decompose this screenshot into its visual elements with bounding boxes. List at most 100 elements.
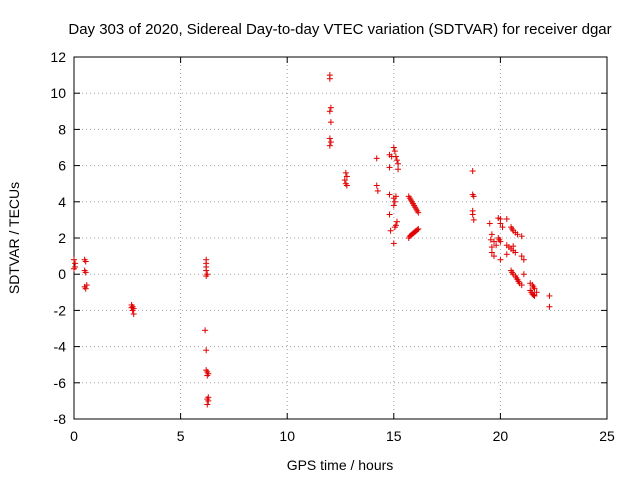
data-point (202, 327, 209, 334)
data-point (518, 253, 525, 260)
data-point (390, 240, 397, 247)
data-point (533, 289, 540, 296)
data-point (205, 397, 212, 404)
y-tick-label: 2 (58, 230, 66, 246)
data-point (374, 187, 381, 194)
data-point (546, 303, 553, 310)
data-point (520, 256, 527, 263)
data-point (497, 256, 504, 263)
data-point (391, 198, 398, 205)
data-point (488, 249, 495, 256)
data-point (341, 177, 348, 184)
data-point (82, 285, 89, 292)
data-point (326, 108, 333, 115)
data-points (71, 72, 553, 408)
data-point (203, 347, 210, 354)
y-tick-label: 4 (58, 194, 66, 210)
data-point (499, 224, 506, 231)
data-point (386, 191, 393, 198)
y-tick-label: -8 (54, 411, 67, 427)
data-point (518, 282, 525, 289)
data-point (392, 153, 399, 160)
x-axis-ticks: 0 5 10 15 20 25 (70, 57, 615, 444)
data-point (342, 169, 349, 176)
data-point (130, 311, 137, 318)
data-point (343, 182, 350, 189)
data-point (373, 182, 380, 189)
data-point (391, 148, 398, 155)
data-point (497, 220, 504, 227)
data-point (386, 164, 393, 171)
x-axis-label: GPS time / hours (287, 457, 394, 473)
data-point (327, 104, 334, 111)
data-point (386, 211, 393, 218)
data-point (128, 304, 135, 311)
data-point (203, 273, 210, 280)
data-point (71, 256, 77, 263)
data-point (493, 242, 500, 249)
x-tick-label: 5 (177, 428, 185, 444)
y-tick-label: -4 (54, 339, 67, 355)
x-tick-label: 10 (279, 428, 295, 444)
data-point (491, 253, 498, 260)
y-axis-label: SDTVAR / TECUs (6, 182, 22, 294)
data-point (395, 160, 402, 167)
data-point (343, 173, 350, 180)
data-point (470, 216, 477, 223)
data-point (531, 292, 538, 299)
data-point (204, 401, 211, 408)
y-tick-label: 10 (50, 85, 66, 101)
data-point (415, 209, 422, 216)
chart-title: Day 303 of 2020, Sidereal Day-to-day VTE… (68, 21, 611, 38)
data-point (414, 226, 421, 233)
data-point (203, 267, 210, 274)
data-point (82, 269, 89, 276)
data-point (512, 249, 519, 256)
data-point (390, 144, 397, 151)
data-point (531, 285, 538, 292)
x-tick-label: 25 (599, 428, 615, 444)
grid-lines (74, 57, 607, 419)
data-point (546, 292, 553, 299)
y-tick-label: -2 (54, 302, 67, 318)
plot-frame (73, 56, 608, 420)
x-tick-label: 20 (493, 428, 509, 444)
y-tick-label: 6 (58, 158, 66, 174)
y-tick-label: 0 (58, 266, 66, 282)
y-tick-label: 12 (50, 49, 66, 65)
data-point (469, 168, 476, 175)
data-point (393, 218, 400, 225)
data-point (518, 233, 525, 240)
data-point (470, 193, 477, 200)
data-point (129, 307, 136, 314)
data-point (491, 238, 498, 245)
data-point (373, 155, 380, 162)
data-point (83, 282, 90, 289)
data-point (326, 135, 333, 142)
x-tick-label: 0 (70, 428, 78, 444)
data-point (204, 372, 211, 379)
data-point (415, 225, 422, 232)
y-axis-ticks: -8 -6 -4 -2 0 2 4 6 8 10 12 (50, 49, 607, 427)
data-point (326, 142, 333, 149)
data-point (327, 139, 334, 146)
data-point (503, 251, 510, 258)
data-point (387, 227, 394, 234)
data-point (390, 202, 397, 209)
data-point (503, 215, 510, 222)
data-point (71, 265, 77, 272)
data-point (530, 292, 537, 299)
data-point (82, 258, 89, 265)
data-point (392, 193, 399, 200)
data-point (486, 220, 493, 227)
data-point (395, 166, 402, 173)
data-point (510, 243, 517, 250)
data-point (488, 231, 495, 238)
data-point (326, 75, 333, 82)
data-point (514, 231, 521, 238)
data-point (487, 236, 494, 243)
data-point (327, 119, 334, 126)
data-point (392, 222, 399, 229)
y-tick-label: 8 (58, 121, 66, 137)
